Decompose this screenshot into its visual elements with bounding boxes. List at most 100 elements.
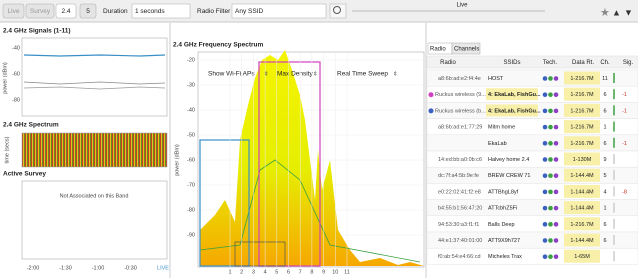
tech-icon bbox=[548, 141, 553, 146]
tech-icon bbox=[543, 189, 548, 194]
tab-label[interactable]: Radio bbox=[430, 47, 446, 53]
x-tick-label: 10 bbox=[332, 269, 338, 275]
tech-icon bbox=[543, 254, 548, 259]
tech-icon bbox=[543, 108, 548, 113]
data-rate: 1-144.4M bbox=[570, 238, 594, 244]
x-tick-label: 5 bbox=[275, 269, 278, 275]
signal: -1 bbox=[622, 92, 627, 98]
dropdown-arrow[interactable]: ⇕ bbox=[313, 70, 318, 77]
channel: 6 bbox=[603, 108, 606, 114]
heatmap-ylabel: time (secs) bbox=[4, 136, 10, 163]
toolbar-button-label[interactable]: Live bbox=[8, 8, 20, 15]
y-tick-label: -60 bbox=[187, 157, 195, 163]
channel: 1 bbox=[603, 125, 606, 131]
tech-icon bbox=[554, 76, 559, 81]
signals-yticks: -40-60-80 bbox=[12, 45, 20, 103]
radio-name: f0:ab:54:e4:66:cd bbox=[438, 254, 481, 260]
column-header[interactable]: Radio bbox=[440, 60, 456, 66]
tech-icon bbox=[554, 92, 559, 97]
radio-name: e0:22:02:41:f2:e8 bbox=[438, 189, 481, 195]
ssid: EkaLab bbox=[488, 141, 507, 147]
ssid: Micheles Trax bbox=[488, 254, 522, 260]
tech-icon bbox=[548, 189, 553, 194]
channel: 11 bbox=[602, 76, 608, 82]
radio-filter-value[interactable]: Any SSID bbox=[235, 8, 263, 15]
tech-icon bbox=[548, 76, 553, 81]
y-tick-label: -30 bbox=[187, 82, 195, 88]
x-tick-label: 9 bbox=[322, 269, 325, 275]
data-rate: 1-65M bbox=[574, 254, 590, 260]
radio-name: 94:53:30:a3:f1:f1 bbox=[438, 222, 479, 228]
tech-icon bbox=[543, 206, 548, 211]
data-rate: 1-216.7M bbox=[570, 76, 594, 82]
tech-icon bbox=[548, 222, 553, 227]
y-tick-label: -70 bbox=[187, 182, 195, 188]
column-header[interactable]: SSIDs bbox=[503, 60, 520, 66]
column-header[interactable]: Tech. bbox=[543, 60, 558, 66]
y-tick-label: -90 bbox=[187, 232, 195, 238]
y-tick-label: -80 bbox=[187, 207, 195, 213]
star-icon[interactable]: ★ bbox=[600, 7, 610, 19]
channel: 6 bbox=[603, 141, 606, 147]
tech-icon bbox=[548, 254, 553, 259]
radio-name: b4:55:b1:56:47:20 bbox=[438, 206, 482, 212]
column-header[interactable]: Data Rt. bbox=[572, 60, 594, 66]
spectrum-control[interactable]: Real Time Sweep bbox=[337, 71, 388, 78]
tech-icon bbox=[543, 92, 548, 97]
x-tick-label: -1:00 bbox=[92, 265, 105, 271]
toolbar-button-label[interactable]: Survey bbox=[30, 8, 51, 15]
dropdown-arrow[interactable]: ⇕ bbox=[264, 70, 269, 77]
ssid: HOST bbox=[488, 76, 504, 82]
column-header[interactable]: Ch. bbox=[600, 60, 610, 66]
duration-value[interactable]: 1 seconds bbox=[135, 8, 165, 15]
tech-icon bbox=[554, 173, 559, 178]
signal: -1 bbox=[622, 141, 627, 147]
radio-name: 14:ed:bb:a0:0b:c6 bbox=[438, 157, 482, 163]
radio-name: Ruckus wireless (9... bbox=[435, 92, 486, 98]
x-tick-label: 3 bbox=[252, 269, 255, 275]
toolbar-button-label[interactable]: 5 bbox=[86, 8, 90, 15]
tech-icon bbox=[543, 157, 548, 162]
spectrum-panel-title: 2.4 GHz Spectrum bbox=[3, 122, 59, 129]
column-header[interactable]: Sig. bbox=[623, 60, 634, 66]
x-tick-label: -2:00 bbox=[27, 265, 40, 271]
down-icon[interactable]: ▼ bbox=[624, 7, 633, 17]
tech-icon bbox=[543, 238, 548, 243]
ssid: Halvey home 2.4 bbox=[488, 157, 529, 163]
spectrum-control[interactable]: Show Wi-Fi APs bbox=[208, 71, 255, 78]
tab-label[interactable]: Channels bbox=[454, 47, 479, 53]
ssid: 4: EkaLab, FishGu... bbox=[488, 92, 541, 98]
x-tick-label: LIVE bbox=[157, 265, 169, 271]
y-tick-label: -40 bbox=[187, 107, 195, 113]
spectrum-title: 2.4 GHz Frequency Spectrum bbox=[173, 42, 264, 49]
tech-icon bbox=[548, 108, 553, 113]
x-tick-label: 4 bbox=[264, 269, 267, 275]
radio-dot bbox=[429, 92, 434, 97]
y-tick-label: -80 bbox=[12, 97, 20, 103]
dropdown-arrow[interactable]: ⇕ bbox=[393, 70, 398, 77]
toolbar-button-label[interactable]: 2.4 bbox=[61, 8, 70, 15]
radio-filter-label: Radio Filter bbox=[197, 8, 231, 15]
search-button[interactable] bbox=[330, 4, 346, 18]
data-rate: 1-144.4M bbox=[570, 206, 594, 212]
timeline-label: Live bbox=[456, 3, 468, 9]
spectrum-controls: Show Wi-Fi APs⇕Max Density⇕Real Time Swe… bbox=[208, 70, 398, 77]
data-rate: 1-130M bbox=[573, 157, 592, 163]
ssid: 4: EkaLab, FishGu... bbox=[488, 108, 541, 114]
signal: -1 bbox=[622, 108, 627, 114]
app-window: Live Survey 2.4 5 Duration 1 seconds Radio Fil… bbox=[0, 0, 638, 278]
tech-icon bbox=[543, 141, 548, 146]
tech-icon bbox=[543, 76, 548, 81]
radio-table: Radio Channels Radio SSIDs Tech. Data Rt. Ch. S… bbox=[427, 43, 638, 264]
radio-name: dc:7f:a4:5b:9e:fe bbox=[438, 173, 479, 179]
x-tick-label: 8 bbox=[310, 269, 313, 275]
channel: 6 bbox=[603, 222, 606, 228]
up-icon[interactable]: ▲ bbox=[612, 7, 621, 17]
x-tick-label: 1 bbox=[228, 269, 231, 275]
tech-icon bbox=[554, 254, 559, 259]
signal: -8 bbox=[622, 189, 627, 195]
tech-icon bbox=[548, 125, 553, 130]
spectrum-control[interactable]: Max Density bbox=[277, 71, 314, 78]
duration-label: Duration bbox=[103, 8, 128, 15]
data-rate: 1-216.7M bbox=[570, 222, 594, 228]
